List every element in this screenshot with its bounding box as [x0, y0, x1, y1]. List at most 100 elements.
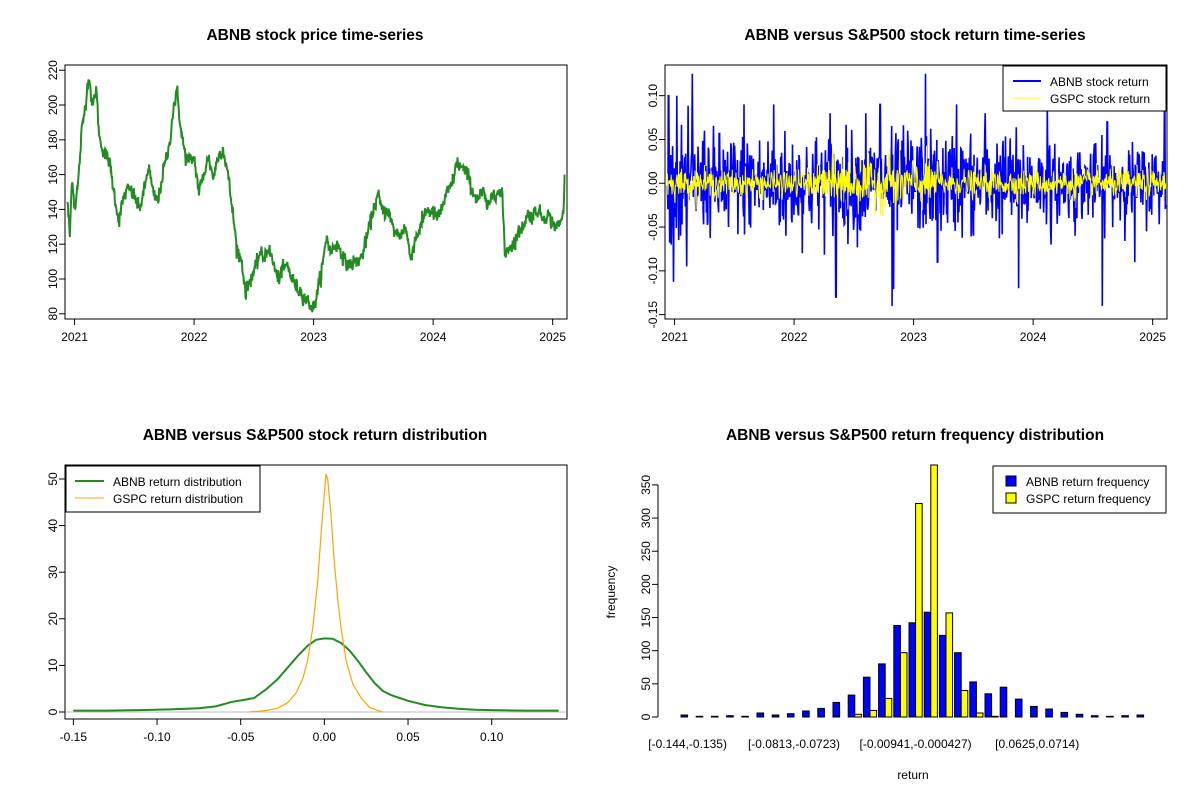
- returns-legend-box: [1002, 65, 1167, 112]
- abnb-frequency-bar: [862, 676, 871, 718]
- returns-x-tick-label: 2021: [661, 330, 688, 344]
- price-series-line: [66, 79, 566, 313]
- histogram-y-tick-label: 50: [639, 677, 653, 691]
- histogram-y-tick-label: 0: [639, 713, 653, 720]
- abnb-frequency-bar: [832, 701, 841, 718]
- gspc-frequency-bar: [854, 713, 862, 718]
- price-x-tick-label: 2025: [539, 330, 566, 344]
- histogram-legend-abnb-label: ABNB return frequency: [1026, 475, 1149, 489]
- histogram-y-tick-label: 300: [639, 508, 653, 528]
- price-x-tick-label: 2023: [300, 330, 327, 344]
- density-panel: ABNB versus S&P500 stock return distribu…: [46, 427, 568, 744]
- abnb-frequency-bar: [1014, 698, 1023, 718]
- histogram-legend: ABNB return frequency GSPC return freque…: [992, 465, 1167, 514]
- abnb-frequency-bar: [999, 686, 1008, 718]
- histogram-plot-area: [680, 464, 1145, 718]
- returns-panel: ABNB versus S&P500 stock return time-ser…: [646, 27, 1168, 344]
- abnb-frequency-bar: [1136, 714, 1145, 718]
- abnb-frequency-bar: [786, 713, 795, 718]
- density-chart-title: ABNB versus S&P500 stock return distribu…: [143, 427, 488, 444]
- abnb-frequency-bar: [923, 611, 932, 718]
- histogram-x-axis-label: return: [897, 768, 928, 782]
- returns-y-tick-label: -0.05: [646, 213, 660, 241]
- abnb-frequency-bar: [1106, 715, 1114, 718]
- gspc-frequency-bar: [899, 652, 908, 718]
- density-y-tick-label: 30: [46, 565, 60, 579]
- density-x-tick-label: -0.05: [227, 730, 255, 744]
- returns-y-tick-label: 0.05: [646, 127, 660, 151]
- abnb-frequency-bar: [771, 714, 780, 718]
- density-legend: ABNB return distribution GSPC return dis…: [65, 465, 261, 513]
- density-y-tick-label: 0: [46, 708, 60, 715]
- histogram-legend-box: [992, 465, 1167, 514]
- histogram-legend-gspc-label: GSPC return frequency: [1026, 492, 1151, 506]
- returns-x-tick-label: 2024: [1020, 330, 1047, 344]
- histogram-y-tick-label: 250: [639, 541, 653, 561]
- abnb-frequency-bar: [817, 707, 825, 718]
- gspc-return-line: [666, 145, 1167, 217]
- histogram-panel: ABNB versus S&P500 return frequency dist…: [604, 427, 1167, 782]
- returns-legend: ABNB stock return GSPC stock return: [1002, 65, 1167, 112]
- returns-x-tick-label: 2023: [900, 330, 927, 344]
- gspc-frequency-bar: [869, 709, 878, 718]
- density-y-tick-label: 20: [46, 612, 60, 626]
- returns-x-axis: 2021 2022 2023 2024 2025: [661, 318, 1166, 344]
- abnb-frequency-bar: [1090, 715, 1099, 718]
- returns-chart-title: ABNB versus S&P500 stock return time-ser…: [744, 27, 1085, 44]
- density-x-tick-label: 0.00: [313, 730, 337, 744]
- price-y-tick-label: 200: [46, 95, 60, 115]
- abnb-frequency-bar: [878, 663, 886, 718]
- abnb-frequency-bar: [1060, 711, 1069, 718]
- price-x-tick-label: 2022: [181, 330, 208, 344]
- histogram-chart-title: ABNB versus S&P500 return frequency dist…: [726, 427, 1104, 444]
- abnb-frequency-bar: [969, 681, 977, 718]
- abnb-frequency-bar: [741, 715, 749, 718]
- price-y-tick-label: 160: [46, 164, 60, 184]
- density-y-tick-label: 40: [46, 519, 60, 533]
- price-y-tick-label: 80: [46, 307, 60, 321]
- abnb-frequency-bar: [756, 712, 765, 718]
- density-x-tick-label: 0.10: [480, 730, 504, 744]
- returns-y-axis: -0.15 -0.10 -0.05 0.00 0.05 0.10: [646, 84, 666, 329]
- abnb-frequency-bar: [1121, 715, 1129, 718]
- gspc-frequency-bar: [930, 464, 938, 718]
- density-legend-box: [65, 465, 261, 513]
- abnb-frequency-bar: [680, 714, 689, 718]
- price-plot-area: [66, 79, 566, 313]
- abnb-frequency-bar: [954, 652, 962, 718]
- density-legend-abnb-label: ABNB return distribution: [113, 475, 242, 489]
- histogram-y-axis: 0 50 100 150 200 250 300 350: [639, 475, 659, 720]
- density-y-tick-label: 50: [46, 472, 60, 486]
- density-y-axis: 0 10 20 30 40 50: [46, 472, 66, 715]
- returns-y-tick-label: -0.15: [646, 301, 660, 329]
- density-x-axis: -0.15 -0.10 -0.05 0.00 0.05 0.10: [60, 718, 504, 744]
- gspc-frequency-bar: [975, 712, 984, 718]
- abnb-frequency-bar: [1030, 705, 1038, 718]
- price-y-tick-label: 140: [46, 199, 60, 219]
- price-y-tick-label: 220: [46, 60, 60, 80]
- density-legend-gspc-label: GSPC return distribution: [113, 492, 243, 506]
- histogram-x-axis: [-0.144,-0.135) [-0.0813,-0.0723) [-0.0094…: [648, 737, 1079, 751]
- price-y-axis: 80 100 120 140 160 180 200 220: [46, 60, 66, 321]
- histogram-y-tick-label: 350: [639, 475, 653, 495]
- price-x-axis: 2021 2022 2023 2024 2025: [61, 318, 566, 344]
- price-y-tick-label: 100: [46, 269, 60, 289]
- density-y-tick-label: 10: [46, 658, 60, 672]
- abnb-frequency-bar: [984, 693, 993, 718]
- abnb-frequency-bar: [1075, 713, 1084, 718]
- abnb-frequency-bar: [1045, 708, 1053, 718]
- histogram-y-tick-label: 100: [639, 640, 653, 660]
- histogram-legend-abnb-swatch: [1005, 475, 1017, 487]
- density-plot-area: [66, 473, 566, 713]
- returns-y-tick-label: 0.00: [646, 171, 660, 195]
- gspc-frequency-bar: [991, 715, 999, 718]
- price-y-tick-label: 180: [46, 129, 60, 149]
- returns-x-tick-label: 2022: [781, 330, 808, 344]
- gspc-frequency-bar: [884, 697, 893, 718]
- density-x-tick-label: 0.05: [396, 730, 420, 744]
- histogram-x-tick-label: [-0.144,-0.135): [648, 737, 727, 751]
- price-chart-title: ABNB stock price time-series: [206, 27, 423, 44]
- abnb-frequency-bar: [695, 715, 704, 718]
- abnb-density-line: [73, 637, 559, 712]
